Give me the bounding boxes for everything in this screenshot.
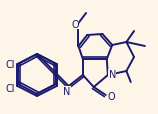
- Text: Cl: Cl: [5, 60, 15, 69]
- Text: N: N: [109, 69, 116, 79]
- Text: O: O: [71, 20, 79, 30]
- Text: N: N: [63, 86, 70, 96]
- Text: Cl: Cl: [5, 83, 15, 93]
- Text: O: O: [107, 91, 115, 101]
